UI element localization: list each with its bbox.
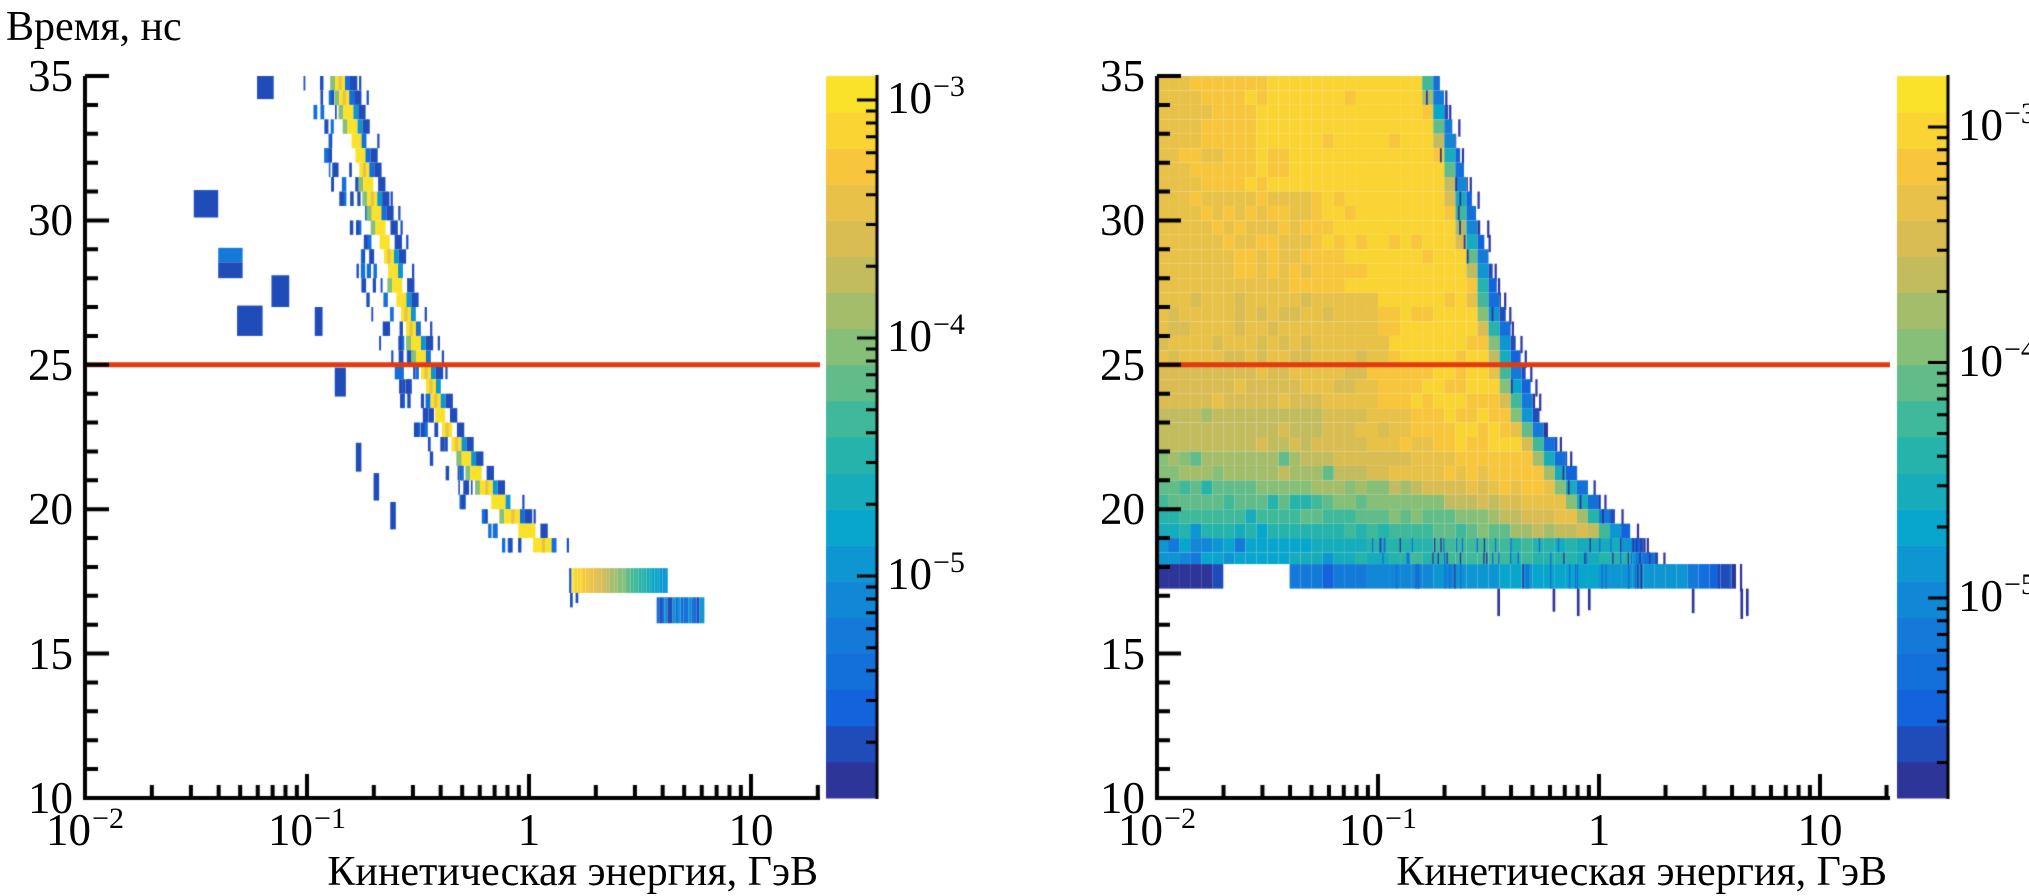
y-tick-label: 10 [1100, 776, 1145, 821]
tick-exponent: −2 [92, 802, 124, 835]
y-tick-label: 20 [28, 487, 73, 532]
tick-base: 35 [28, 51, 73, 101]
tick-base: 10 [1958, 335, 2003, 386]
tick-exponent: −1 [314, 802, 346, 835]
y-tick-label: 15 [1100, 628, 1145, 679]
tick-base: 10 [46, 805, 92, 855]
x-tick-label: 10−1 [1339, 804, 1417, 855]
x-tick-label: 10−2 [1118, 804, 1196, 855]
tick-base: 10 [28, 773, 73, 823]
tick-base: 10 [1118, 805, 1164, 855]
x-tick-label: 10−2 [46, 804, 124, 855]
colorbar-tick-label: 10−4 [887, 310, 965, 361]
tick-base: 25 [1100, 339, 1145, 390]
x-axis-title-left: Кинетическая энергия, ГэВ [327, 849, 818, 895]
colorbar-tick-label: 10−4 [1958, 334, 2029, 386]
tick-exponent: −3 [933, 70, 965, 103]
tick-base: 30 [1100, 195, 1145, 246]
x-axis-title-right: Кинетическая энергия, ГэВ [1396, 849, 1887, 895]
x-tick-label: 10−1 [268, 804, 346, 855]
tick-base: 10 [887, 311, 932, 361]
tick-base: 25 [28, 339, 73, 390]
colorbar-tick-label: 10−5 [887, 548, 965, 599]
tick-base: 10 [1797, 805, 1843, 855]
y-tick-label: 15 [28, 628, 73, 679]
x-tick-label: 10 [1798, 808, 1843, 853]
y-tick-label: 35 [1100, 54, 1145, 99]
y-tick-label: 35 [28, 54, 73, 99]
y-axis-title: Время, нс [6, 4, 182, 50]
tick-exponent: −4 [2004, 332, 2029, 366]
tick-base: 10 [1958, 100, 2003, 150]
y-tick-label: 20 [1100, 487, 1145, 532]
tick-base: 15 [28, 628, 73, 679]
tick-exponent: −2 [1164, 802, 1196, 835]
tick-base: 30 [28, 195, 73, 246]
tick-exponent: −5 [933, 546, 965, 579]
x-tick-label: 10 [729, 808, 774, 853]
tick-base: 15 [1100, 628, 1145, 679]
tick-base: 1 [1587, 805, 1611, 855]
tick-base: 10 [1100, 773, 1145, 823]
tick-exponent: −5 [2004, 568, 2029, 601]
tick-base: 10 [887, 73, 932, 123]
tick-base: 10 [887, 549, 932, 599]
colorbar-tick-label: 10−3 [1958, 99, 2029, 150]
tick-base: 1 [517, 805, 541, 855]
y-tick-label: 10 [28, 776, 73, 821]
colorbar-tick-label: 10−3 [887, 72, 965, 123]
tick-base: 20 [1100, 484, 1145, 535]
y-tick-label: 30 [1100, 198, 1145, 243]
tick-base: 10 [268, 805, 314, 855]
tick-exponent: −3 [2004, 97, 2029, 130]
tick-base: 10 [1958, 571, 2003, 621]
y-tick-label: 30 [28, 198, 73, 243]
x-tick-label: 1 [1588, 808, 1611, 853]
x-tick-label: 1 [518, 808, 541, 853]
tick-exponent: −4 [933, 308, 965, 341]
tick-base: 20 [28, 484, 73, 535]
y-tick-label: 25 [28, 339, 73, 390]
tick-base: 35 [1100, 51, 1145, 101]
tick-base: 10 [1339, 805, 1385, 855]
tick-exponent: −1 [1385, 802, 1417, 835]
y-tick-label: 25 [1100, 339, 1145, 390]
tick-base: 10 [728, 805, 774, 855]
colorbar-tick-label: 10−5 [1958, 570, 2029, 621]
